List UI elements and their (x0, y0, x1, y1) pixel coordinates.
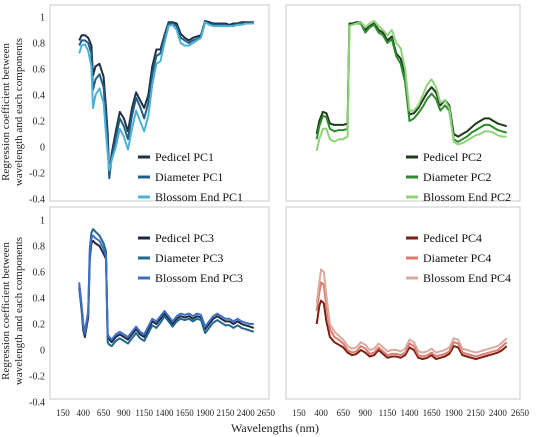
legend-label: Diameter PC2 (423, 170, 491, 184)
y-tick-label: 0.6 (33, 268, 46, 279)
legend-label: Diameter PC1 (155, 170, 223, 184)
series-line-3 (78, 234, 254, 341)
legend-label: Pedicel PC3 (155, 231, 214, 245)
x-tick-label: 650 (97, 408, 111, 418)
x-tick-label: 2150 (467, 408, 486, 418)
series-line-3 (315, 19, 507, 152)
x-tick-label: 900 (117, 408, 131, 418)
legend-label: Pedicel PC4 (423, 231, 482, 245)
y-tick-label: 0 (40, 143, 45, 154)
y-axis-label-bottom: Regression coefficient between (0, 242, 12, 380)
panel-frame (49, 4, 270, 202)
x-tick-label: 1900 (445, 408, 464, 418)
x-tick-label: 400 (77, 408, 91, 418)
y-tick-label: -0.2 (29, 372, 45, 383)
y-tick-label: 0.4 (33, 294, 46, 305)
legend-label: Pedicel PC2 (423, 150, 482, 164)
x-tick-label: 650 (336, 408, 350, 418)
series-line-2 (78, 228, 255, 348)
y-tick-label: 0.4 (33, 91, 46, 102)
x-tick-label: 2150 (216, 408, 235, 418)
y-axis-label-bottom-2: wavelength and each components (13, 237, 25, 385)
legend-label: Blossom End PC2 (423, 190, 511, 204)
panel-frame (285, 206, 521, 400)
legend-label: Diameter PC3 (155, 251, 223, 265)
x-tick-label: 150 (56, 408, 70, 418)
y-tick-label: 0.2 (33, 320, 46, 331)
y-tick-label: 0.2 (33, 117, 46, 128)
y-tick-label: 0.8 (33, 39, 46, 50)
y-tick-label: -0.4 (29, 398, 45, 409)
x-tick-label: 1400 (156, 408, 175, 418)
y-axis-label-top-2: wavelength and each components (13, 38, 25, 186)
x-tick-label: 1900 (196, 408, 215, 418)
x-tick-label: 1150 (135, 408, 153, 418)
x-tick-label: 1650 (176, 408, 195, 418)
y-tick-label: 1 (40, 13, 45, 24)
series-line-2 (78, 21, 254, 180)
legend-label: Blossom End PC3 (155, 271, 243, 285)
series-line-3 (78, 21, 254, 172)
x-tick-label: 150 (292, 408, 306, 418)
y-tick-label: 0 (40, 346, 45, 357)
series-line-2 (315, 22, 507, 143)
y-tick-label: 1 (40, 216, 45, 227)
y-tick-label: -0.4 (29, 195, 45, 206)
series-line-2 (315, 281, 508, 358)
y-tick-label: 0.8 (33, 242, 46, 253)
panel-frame (49, 206, 270, 400)
series-line-1 (78, 239, 255, 344)
series-line-3 (315, 268, 508, 354)
chart-panel-1: -0.4 -0.2 0 0.2 0.4 0.6 0.8 1 Pedicel PC1 Diamete… (29, 4, 270, 206)
x-tick-label: 2400 (237, 408, 256, 418)
legend-label: Blossom End PC4 (423, 271, 511, 285)
series-line-1 (78, 19, 254, 177)
legend-label: Blossom End PC1 (155, 190, 243, 204)
chart-panel-2: Pedicel PC2 Diameter PC2 Blossom End PC2 (285, 4, 521, 204)
x-tick-label: 900 (359, 408, 373, 418)
x-tick-label: 2400 (489, 408, 508, 418)
x-tick-label: 1150 (379, 408, 397, 418)
y-tick-label: -0.2 (29, 169, 45, 180)
x-tick-label: 2650 (257, 408, 276, 418)
legend-label: Pedicel PC1 (155, 150, 214, 164)
chart-panels: -0.4 -0.2 0 0.2 0.4 0.6 0.8 1 Pedicel PC1 Diamete… (29, 4, 530, 418)
panel-frame (285, 4, 521, 202)
legend-label: Diameter PC4 (423, 251, 491, 265)
x-tick-label: 2650 (511, 408, 530, 418)
series-line-1 (315, 299, 508, 361)
y-axis-label-top: Regression coefficient between (0, 43, 12, 181)
y-tick-label: 0.6 (33, 65, 46, 76)
x-axis-label: Wavelengths (nm) (231, 421, 319, 435)
x-tick-label: 1400 (401, 408, 420, 418)
x-tick-label: 1650 (423, 408, 442, 418)
chart-panel-4: 150 400 650 900 1150 1400 1650 1900 2150 2400 2650… (285, 206, 530, 418)
x-tick-label: 400 (314, 408, 328, 418)
